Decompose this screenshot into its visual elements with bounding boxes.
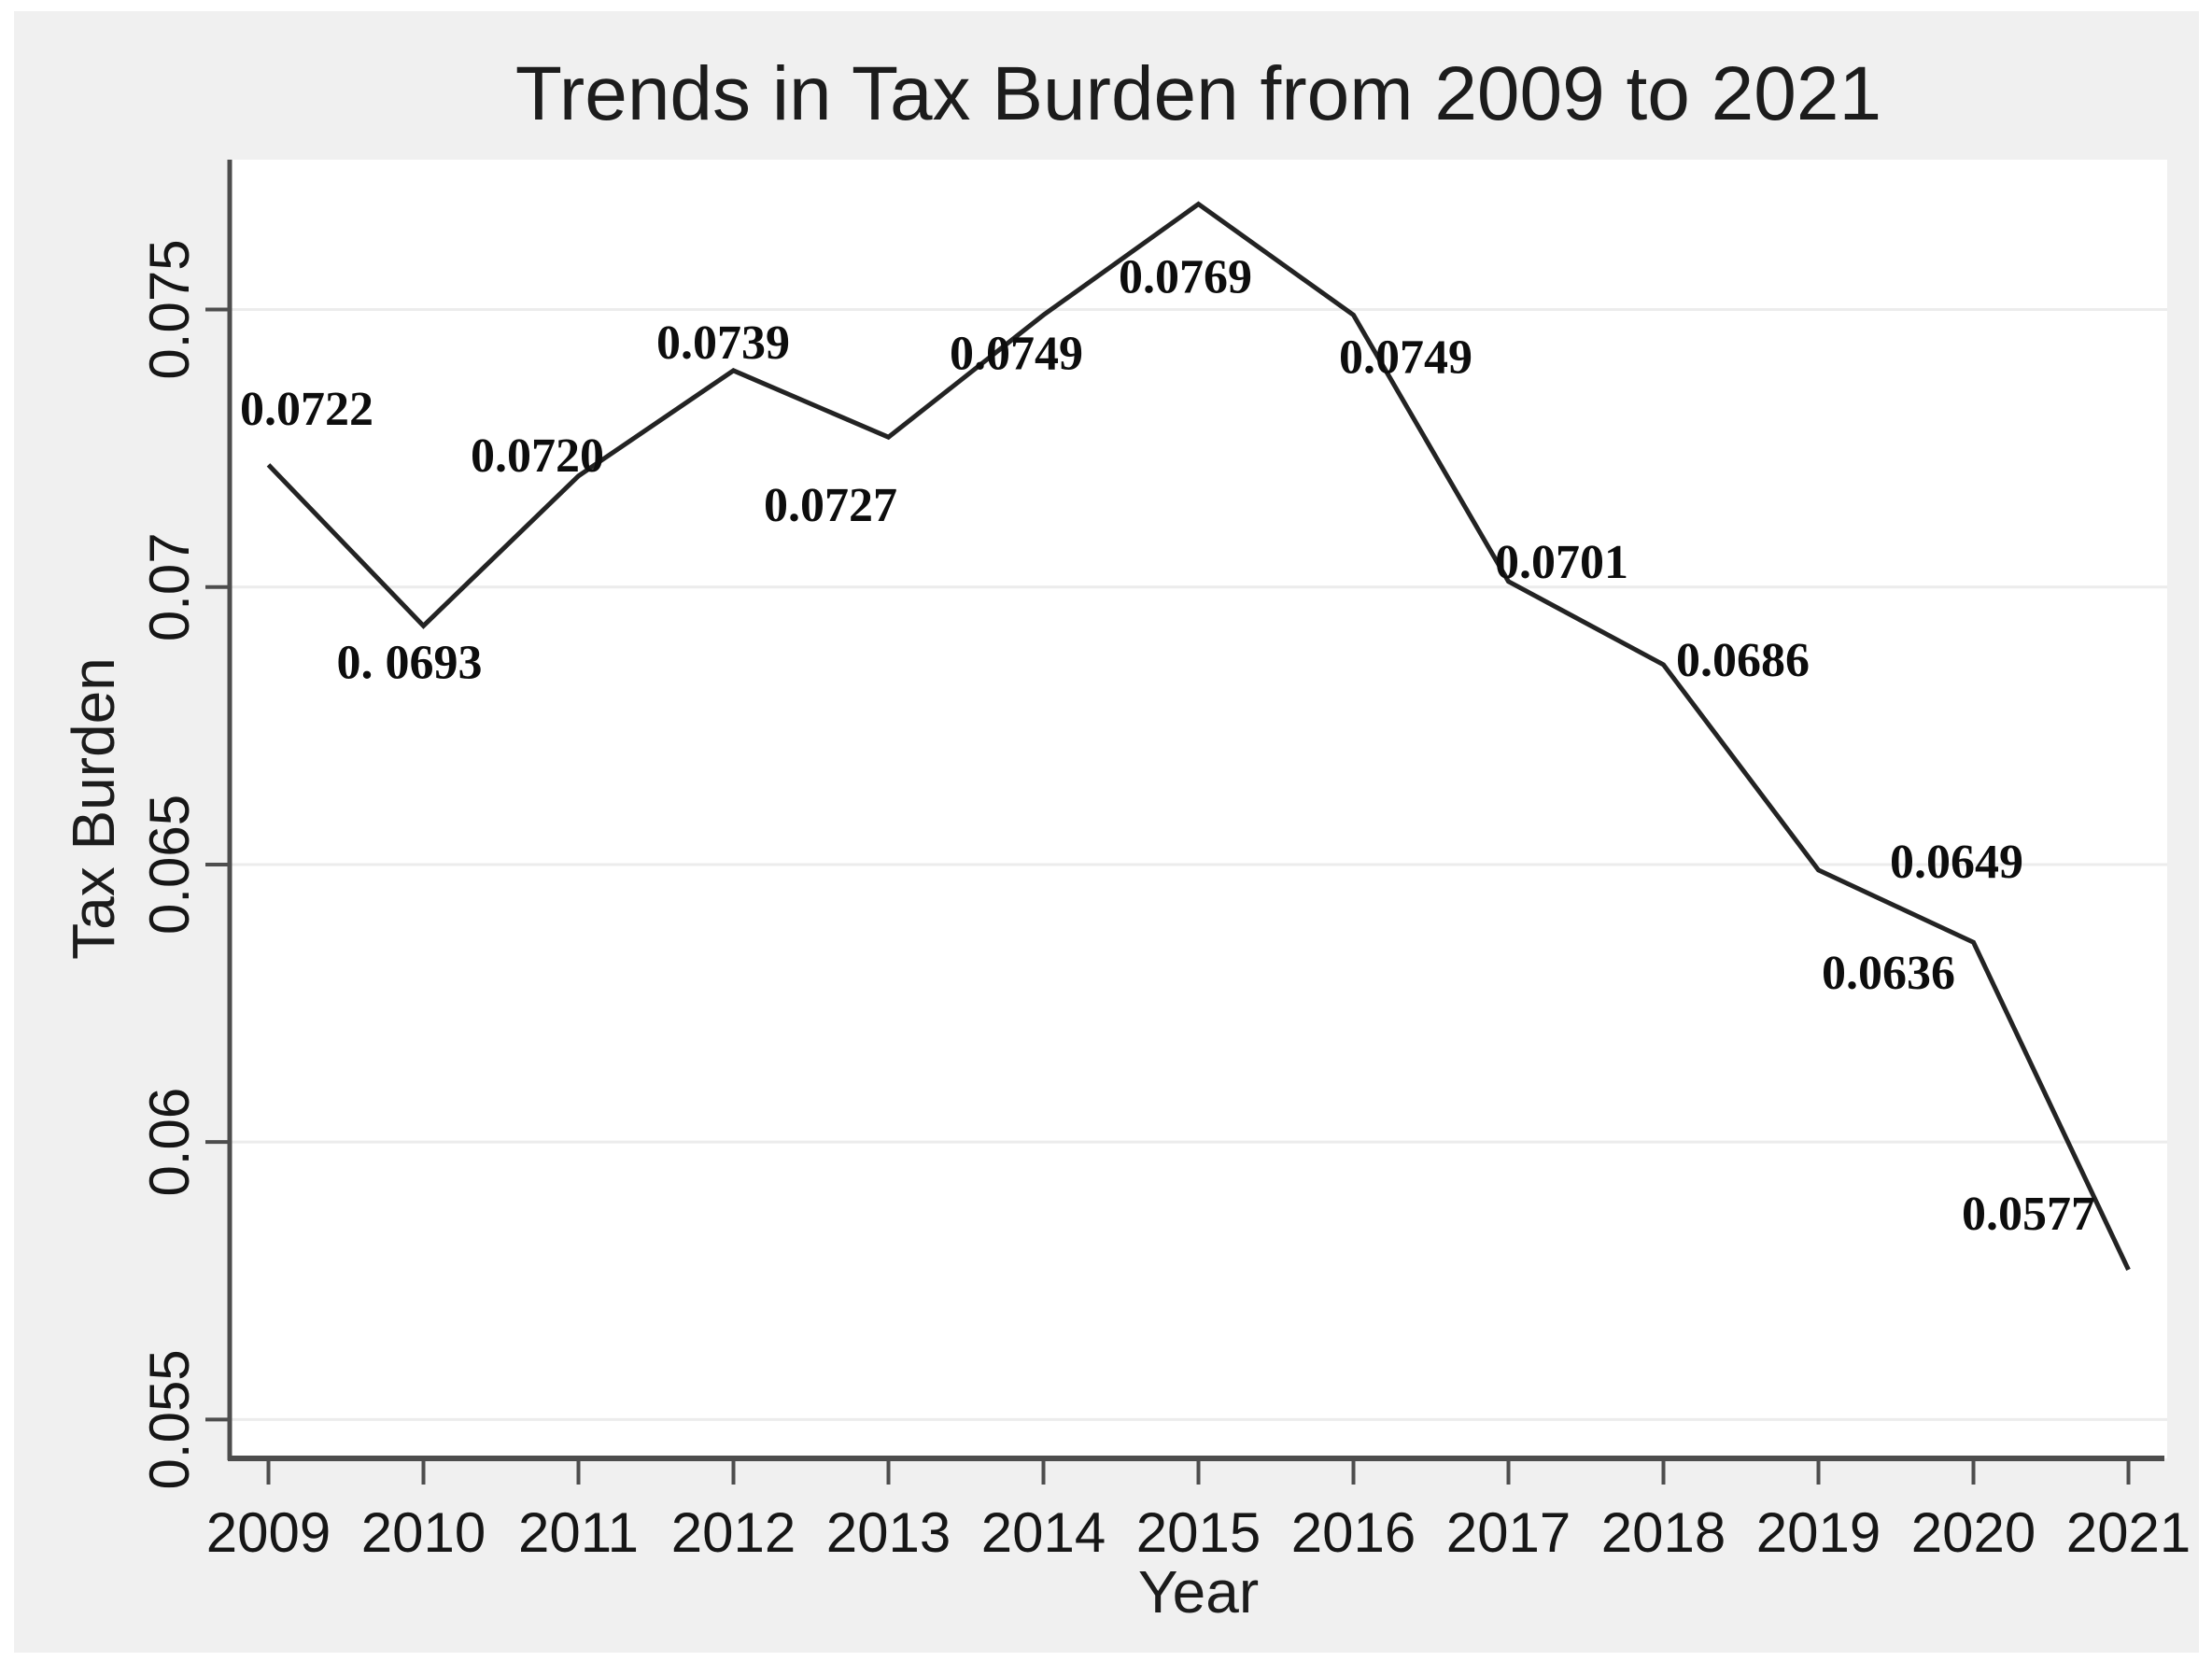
tax-burden-line (266, 201, 2131, 1271)
data-point-label: 0.0769 (1119, 251, 1252, 304)
y-tick-label: 0.07 (138, 532, 201, 641)
x-tick-label: 2014 (981, 1501, 1106, 1564)
y-tick-label: 0.075 (138, 239, 201, 379)
data-point-label: 0.0727 (764, 479, 897, 532)
x-axis-title: Year (1137, 1558, 1260, 1626)
y-tick-label: 0.055 (138, 1349, 201, 1489)
data-point-label: 0.0577 (1962, 1188, 2095, 1241)
data-point-label: 0.0749 (1339, 331, 1472, 384)
x-tick-label: 2011 (518, 1501, 639, 1564)
y-tick-label: 0.06 (138, 1088, 201, 1197)
data-point-label: 0.0720 (471, 429, 604, 483)
x-tick-label: 2013 (826, 1501, 951, 1564)
x-tick-label: 2021 (2066, 1501, 2191, 1564)
data-point-label: 0.0686 (1676, 634, 1810, 687)
x-tick-label: 2009 (206, 1501, 331, 1564)
x-tick-label: 2016 (1291, 1501, 1416, 1564)
x-tick-label: 2019 (1756, 1501, 1881, 1564)
plot-area (230, 160, 2167, 1458)
data-point-label: 0.0749 (950, 327, 1083, 380)
x-tick-label: 2015 (1136, 1501, 1261, 1564)
data-point-label: 0. 0693 (337, 636, 483, 689)
data-point-label: 0.0701 (1495, 536, 1628, 589)
data-point-label: 0.0722 (240, 383, 373, 436)
y-tick-label: 0.065 (138, 795, 201, 935)
data-point-label: 0.0649 (1890, 836, 2023, 889)
x-tick-label: 2017 (1446, 1501, 1571, 1564)
x-tick-label: 2018 (1601, 1501, 1726, 1564)
x-tick-label: 2010 (361, 1501, 486, 1564)
x-tick-label: 2020 (1911, 1501, 2036, 1564)
y-axis-title: Tax Burden (60, 657, 127, 960)
data-point-label: 0.0739 (656, 317, 790, 370)
data-point-label: 0.0636 (1822, 947, 1955, 1000)
x-tick-label: 2012 (671, 1501, 796, 1564)
chart-title: Trends in Tax Burden from 2009 to 2021 (514, 51, 1882, 136)
